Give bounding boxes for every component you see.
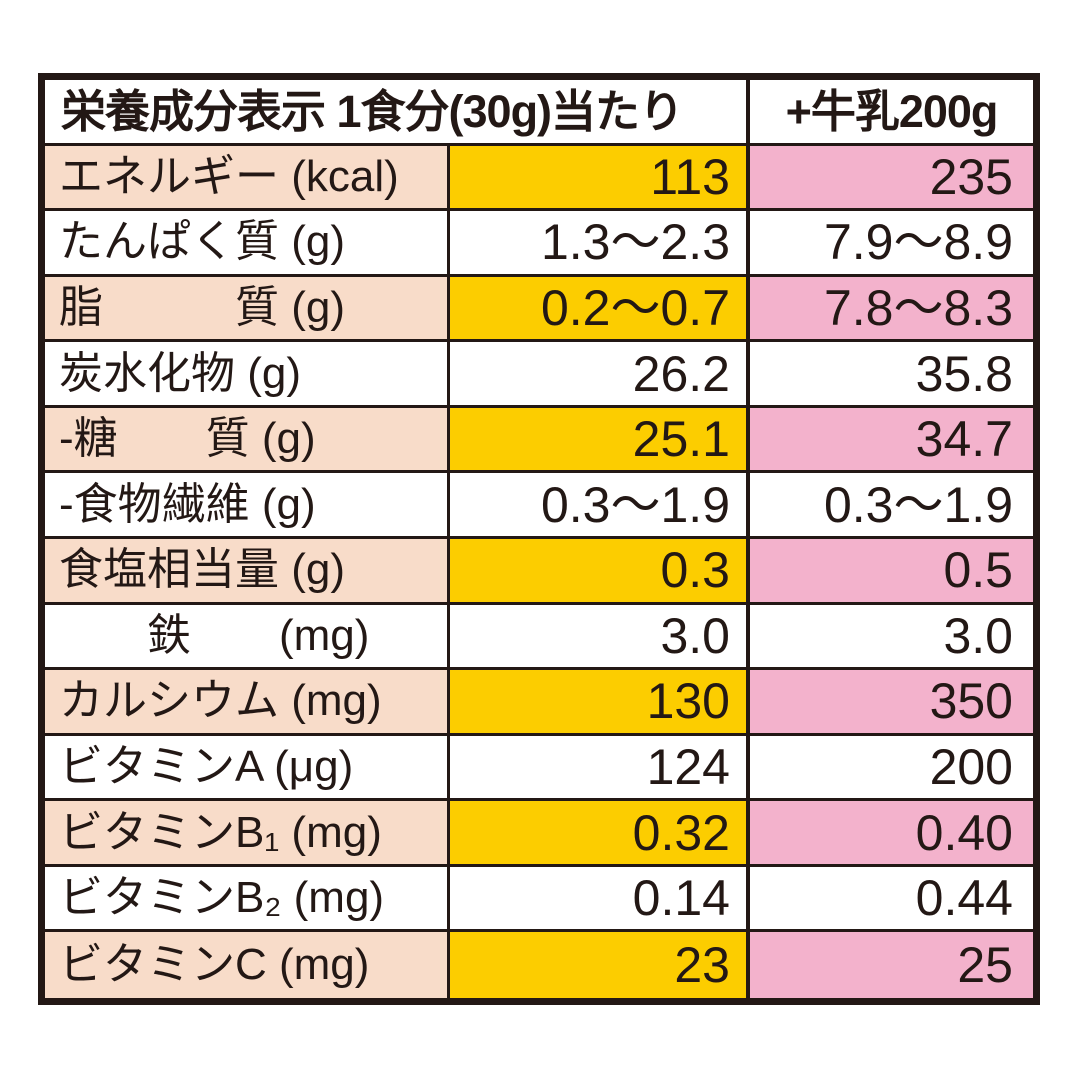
with-milk-value: 200 (750, 735, 1033, 802)
with-milk-value: 25 (750, 932, 1033, 998)
nutrient-label: 鉄 (mg) (45, 604, 450, 671)
per-serving-value: 1.3〜2.3 (450, 211, 750, 277)
with-milk-column-header: +牛乳200g (750, 80, 1033, 146)
nutrient-label: たんぱく質 (g) (45, 211, 450, 277)
per-serving-value: 25.1 (450, 407, 750, 474)
per-serving-value: 130 (450, 670, 750, 736)
with-milk-value: 3.0 (750, 604, 1033, 671)
with-milk-value: 0.40 (750, 801, 1033, 867)
with-milk-value: 34.7 (750, 407, 1033, 474)
per-serving-value: 0.3 (450, 538, 750, 605)
per-serving-value: 3.0 (450, 604, 750, 671)
with-milk-value: 7.9〜8.9 (750, 211, 1033, 277)
nutrient-label: -糖 質 (g) (45, 407, 450, 474)
nutrient-label: エネルギー (kcal) (45, 145, 450, 212)
per-serving-value: 26.2 (450, 342, 750, 408)
nutrient-label: ビタミンB₁ (mg) (45, 801, 450, 867)
nutrient-label: ビタミンC (mg) (45, 932, 450, 998)
with-milk-value: 35.8 (750, 342, 1033, 408)
per-serving-value: 0.2〜0.7 (450, 276, 750, 343)
with-milk-value: 7.8〜8.3 (750, 276, 1033, 343)
per-serving-value: 124 (450, 735, 750, 802)
nutrient-label: 脂 質 (g) (45, 276, 450, 343)
nutrient-label: ビタミンB₂ (mg) (45, 866, 450, 933)
nutrition-facts-table: 栄養成分表示 1食分(30g)当たり +牛乳200g エネルギー (kcal) … (38, 73, 1040, 1005)
with-milk-value: 0.3〜1.9 (750, 473, 1033, 539)
with-milk-value: 350 (750, 670, 1033, 736)
table-title: 栄養成分表示 1食分(30g)当たり (45, 80, 750, 146)
per-serving-value: 23 (450, 932, 750, 998)
with-milk-value: 0.5 (750, 538, 1033, 605)
nutrient-label: 炭水化物 (g) (45, 342, 450, 408)
with-milk-value: 0.44 (750, 866, 1033, 933)
per-serving-value: 0.3〜1.9 (450, 473, 750, 539)
per-serving-value: 113 (450, 145, 750, 212)
per-serving-value: 0.14 (450, 866, 750, 933)
per-serving-value: 0.32 (450, 801, 750, 867)
nutrient-label: 食塩相当量 (g) (45, 538, 450, 605)
nutrient-label: -食物繊維 (g) (45, 473, 450, 539)
nutrient-label: ビタミンA (μg) (45, 735, 450, 802)
with-milk-value: 235 (750, 145, 1033, 212)
nutrient-label: カルシウム (mg) (45, 670, 450, 736)
